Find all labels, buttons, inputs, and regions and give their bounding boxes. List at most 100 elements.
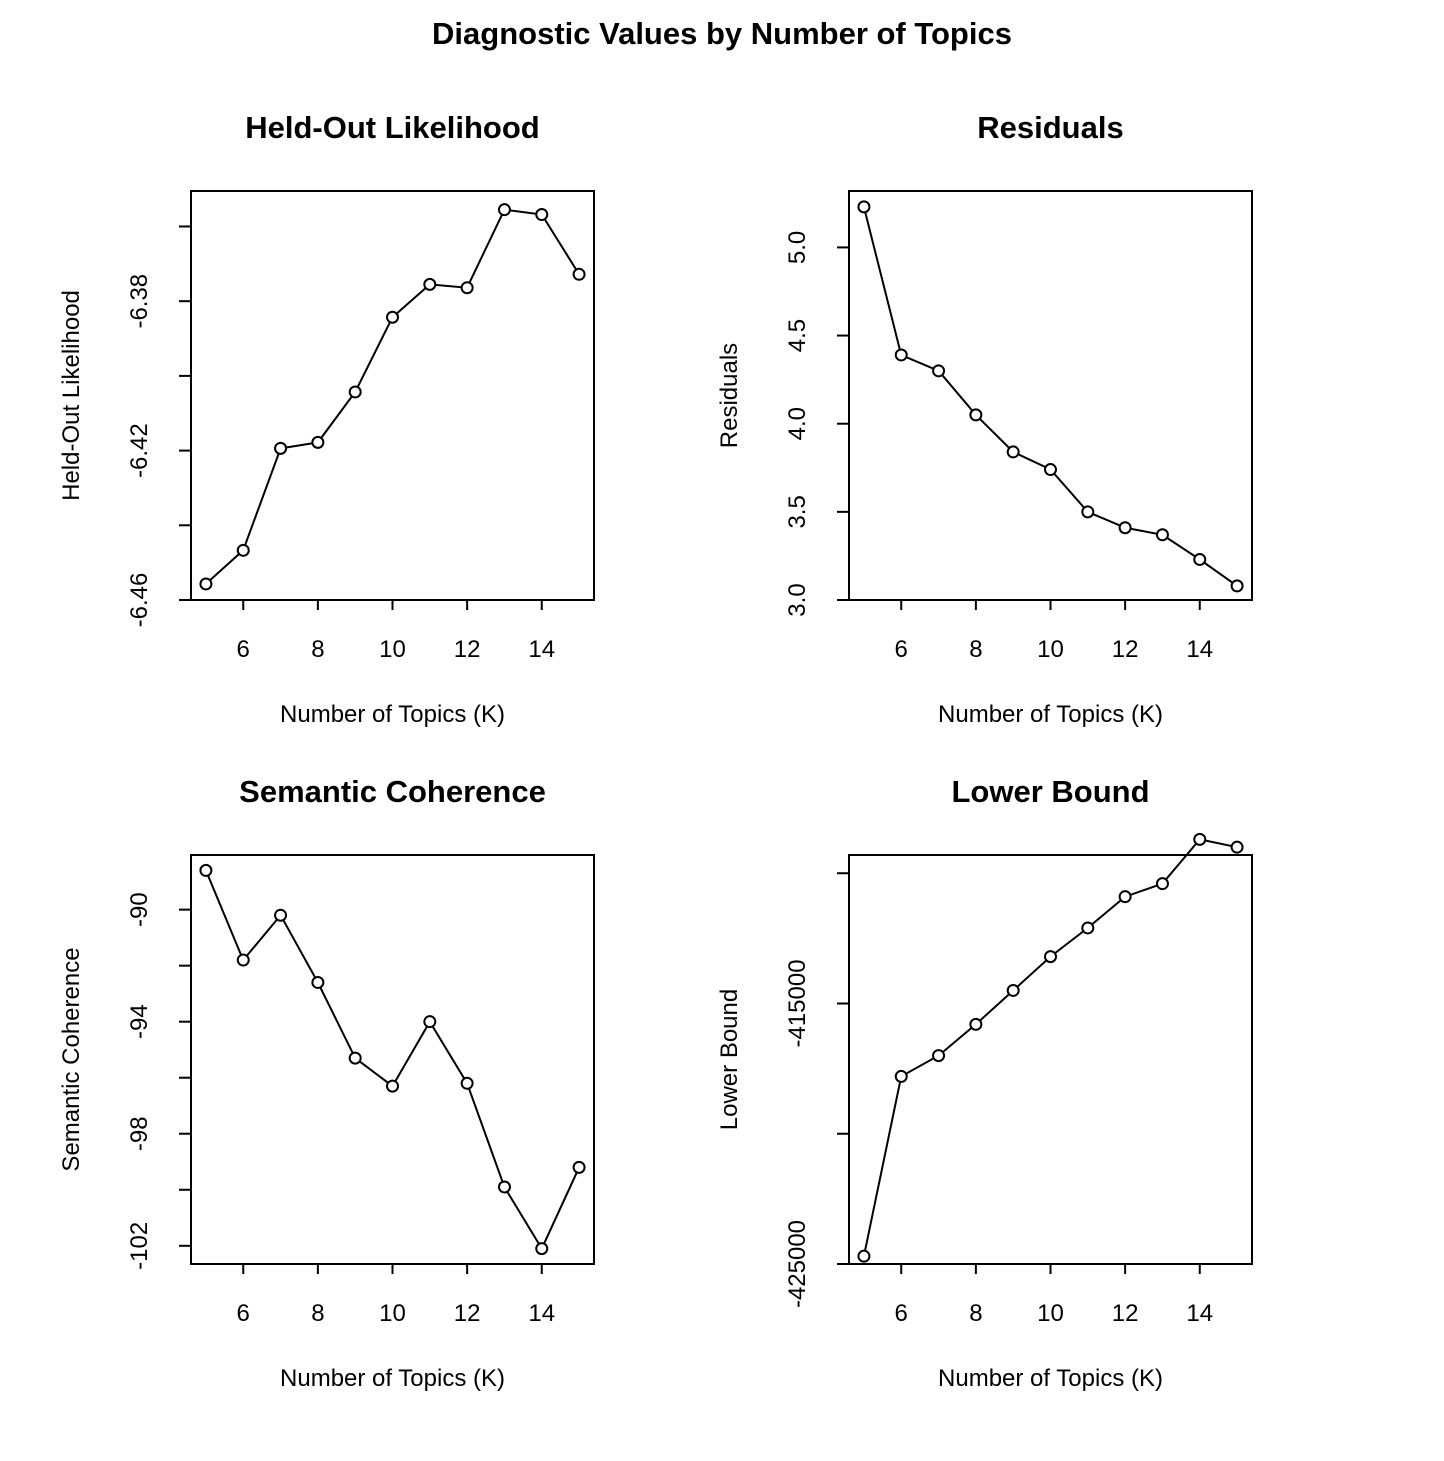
data-point	[1155, 877, 1169, 891]
data-point	[894, 348, 908, 362]
x-tick-label: 8	[311, 636, 324, 663]
x-tick-label: 6	[237, 636, 250, 663]
panel-title: Held-Out Likelihood	[245, 110, 540, 145]
y-tick-label: -425000	[784, 1220, 811, 1308]
x-axis-label: Number of Topics (K)	[938, 701, 1163, 728]
x-axis-label: Number of Topics (K)	[280, 701, 505, 728]
series-line	[862, 838, 1238, 1257]
data-point	[348, 1051, 362, 1065]
data-point	[311, 435, 325, 449]
plot-frame	[848, 190, 1253, 601]
x-axis-label: Number of Topics (K)	[280, 1365, 505, 1392]
y-tick-label: 3.0	[784, 583, 811, 616]
data-point	[1081, 505, 1095, 519]
x-tick-label: 6	[237, 1300, 250, 1327]
data-point	[497, 203, 511, 217]
data-point	[1230, 840, 1244, 854]
x-tick-label: 8	[969, 636, 982, 663]
x-tick-label: 8	[311, 1300, 324, 1327]
y-tick-label: 4.5	[784, 319, 811, 352]
data-point	[969, 408, 983, 422]
data-point	[572, 267, 586, 281]
x-tick-label: 10	[1037, 1300, 1064, 1327]
y-tick-label: 4.0	[784, 407, 811, 440]
data-point	[1230, 579, 1244, 593]
x-tick-label: 10	[1037, 636, 1064, 663]
data-point	[460, 281, 474, 295]
data-point	[386, 1079, 399, 1093]
panel-title: Lower Bound	[951, 774, 1149, 809]
data-point	[535, 208, 549, 222]
x-tick-label: 12	[454, 1300, 481, 1327]
data-point	[932, 364, 946, 378]
x-tick-label: 14	[528, 636, 555, 663]
plot-frame	[848, 854, 1253, 1265]
x-tick-label: 10	[379, 1300, 406, 1327]
data-point	[199, 863, 213, 877]
series-line	[205, 208, 580, 585]
data-point	[857, 200, 871, 214]
y-tick-label: -94	[126, 1004, 153, 1039]
panel-1: Held-Out Likelihood 6 8 10 12 14 -6.46 -6.42 -6.…	[58, 110, 595, 728]
y-tick-label: -98	[126, 1116, 153, 1151]
data-point	[894, 1069, 908, 1083]
x-axis-label: Number of Topics (K)	[938, 1365, 1163, 1392]
x-tick-label: 10	[379, 636, 406, 663]
data-point	[857, 1249, 871, 1263]
y-tick-label: -102	[126, 1222, 153, 1270]
x-tick-label: 14	[1186, 1300, 1213, 1327]
x-tick-label: 14	[528, 1300, 555, 1327]
data-point	[199, 577, 213, 591]
panel-4: Lower Bound 6 8 10 12 14 -425000 -415000 Number …	[716, 774, 1253, 1392]
data-point	[423, 277, 437, 291]
x-tick-label: 14	[1186, 636, 1213, 663]
data-point	[969, 1017, 983, 1031]
y-tick-label: -415000	[784, 959, 811, 1047]
plot-frame	[190, 854, 595, 1265]
data-point	[1118, 521, 1132, 535]
x-tick-label: 6	[895, 1300, 908, 1327]
series-line	[204, 870, 581, 1251]
plot-frame	[190, 190, 595, 601]
y-axis-label: Residuals	[716, 343, 743, 448]
data-point	[572, 1160, 586, 1174]
y-tick-label: -6.38	[126, 274, 153, 329]
panel-title: Semantic Coherence	[239, 774, 546, 809]
data-point	[386, 310, 399, 324]
panel-2: Residuals 6 8 10 12 14 3.0 3.5 4.0 4.5 5.0 Number o…	[716, 110, 1253, 728]
data-point	[236, 543, 250, 557]
y-axis-label: Held-Out Likelihood	[58, 290, 85, 501]
x-tick-label: 6	[895, 636, 908, 663]
data-point	[535, 1242, 549, 1256]
y-tick-label: 3.5	[784, 495, 811, 528]
data-point	[1193, 832, 1207, 846]
data-point	[1006, 983, 1020, 997]
data-point	[348, 385, 362, 399]
data-point	[423, 1015, 437, 1029]
data-point	[932, 1049, 946, 1063]
x-tick-label: 12	[454, 636, 481, 663]
data-point	[1155, 528, 1169, 542]
x-tick-label: 8	[969, 1300, 982, 1327]
x-tick-label: 12	[1112, 636, 1139, 663]
y-tick-label: -6.42	[126, 423, 153, 478]
y-axis-label: Semantic Coherence	[58, 947, 85, 1171]
data-point	[274, 441, 288, 455]
data-point	[1044, 463, 1057, 477]
y-axis-label: Lower Bound	[716, 989, 743, 1130]
data-point	[274, 908, 288, 922]
figure-title: Diagnostic Values by Number of Topics	[432, 16, 1012, 51]
panel-3: Semantic Coherence 6 8 10 12 14 -102 -98 -94 -90 N…	[58, 774, 595, 1392]
y-tick-label: 5.0	[784, 231, 811, 264]
data-point	[460, 1076, 474, 1090]
data-point	[1081, 921, 1095, 935]
data-point	[1006, 445, 1020, 459]
data-point	[311, 975, 325, 989]
data-point	[1193, 552, 1207, 566]
data-point	[236, 953, 250, 967]
panel-title: Residuals	[977, 110, 1123, 145]
data-point	[497, 1180, 511, 1194]
x-tick-label: 12	[1112, 1300, 1139, 1327]
